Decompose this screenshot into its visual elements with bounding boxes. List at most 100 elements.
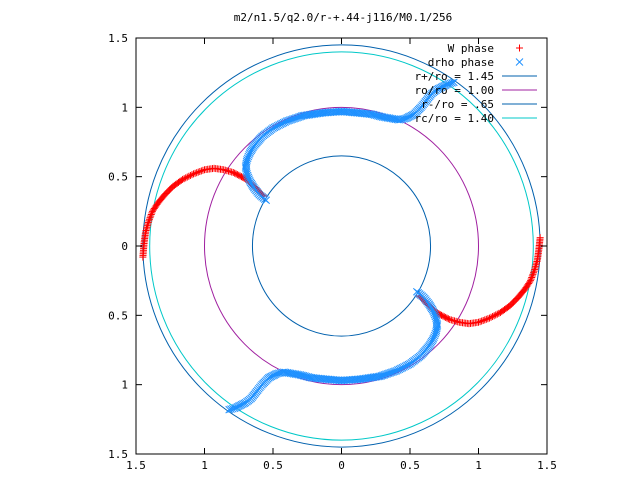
point (186, 171, 194, 179)
point (498, 308, 506, 316)
legend-label: r-/ro = .65 (421, 98, 494, 111)
point (375, 112, 384, 121)
circle-1 (204, 106, 479, 386)
point (367, 110, 376, 119)
x-tick-label: 1.5 (126, 459, 146, 472)
point (495, 309, 503, 317)
point (449, 78, 458, 87)
y-tick-label: 1.5 (108, 448, 128, 461)
point (496, 309, 504, 317)
x-tick-label: 0 (338, 459, 345, 472)
y-tick-label: 0.5 (108, 171, 128, 184)
point (529, 269, 537, 277)
x-tick-label: 1 (201, 459, 208, 472)
x-tick-label: 0.5 (400, 459, 420, 472)
point (302, 372, 311, 381)
point (297, 112, 306, 121)
point (528, 272, 536, 280)
point (448, 78, 456, 87)
point (530, 267, 538, 275)
legend-label: W phase (448, 42, 494, 55)
point (301, 372, 309, 381)
point (148, 209, 156, 217)
legend-label: r+/ro = 1.45 (415, 70, 494, 83)
point (299, 371, 308, 380)
point (490, 312, 498, 320)
point (304, 373, 313, 381)
point (476, 318, 484, 326)
point (307, 373, 316, 382)
point (227, 405, 235, 414)
point (366, 110, 374, 118)
point (305, 373, 314, 382)
point (182, 174, 190, 182)
point (147, 212, 155, 220)
x-tick-label: 1.5 (537, 459, 557, 472)
point (196, 168, 204, 176)
point (177, 176, 185, 184)
point (485, 314, 493, 322)
point (370, 111, 379, 119)
point (374, 111, 382, 120)
circle-3 (149, 51, 534, 441)
chart-title: m2/n1.5/q2.0/r-+.44-j116/M0.1/256 (234, 11, 453, 24)
point (479, 316, 487, 324)
point (180, 175, 188, 183)
point (225, 405, 234, 414)
point (144, 218, 152, 226)
y-tick-label: 1.5 (108, 32, 128, 45)
x-tick-label: 0.5 (263, 459, 283, 472)
circle-0 (142, 44, 541, 448)
point (484, 315, 492, 323)
point (372, 111, 381, 120)
point (190, 170, 198, 178)
legend-label: ro/ro = 1.00 (415, 84, 494, 97)
series-0 (139, 164, 544, 328)
point (179, 175, 187, 183)
point (199, 166, 207, 174)
point (377, 112, 385, 121)
point (492, 311, 500, 319)
legend-label: drho phase (428, 56, 494, 69)
point (527, 275, 535, 283)
point (369, 110, 378, 119)
point (528, 273, 536, 281)
legend-swatch (516, 44, 523, 52)
point (481, 316, 489, 324)
point (191, 169, 199, 177)
axis-ticks: 1.5 1 0.5 0 0.5 1 1.51.510.500.511.5 (108, 32, 557, 472)
point (147, 211, 155, 219)
point (529, 270, 537, 278)
point (489, 313, 497, 321)
point (531, 266, 539, 274)
point (146, 215, 154, 223)
y-tick-label: 0.5 (108, 309, 128, 322)
point (194, 168, 202, 176)
point (377, 371, 386, 380)
y-tick-label: 1 (121, 379, 128, 392)
y-tick-label: 1 (121, 101, 128, 114)
point (193, 169, 201, 177)
series-1 (225, 78, 458, 414)
point (197, 167, 205, 175)
y-tick-label: 0 (121, 240, 128, 253)
data-series (139, 78, 544, 414)
point (185, 172, 193, 180)
point (146, 214, 154, 222)
point (487, 313, 495, 321)
circle-2 (251, 155, 432, 337)
point (188, 171, 196, 179)
point (493, 310, 501, 318)
point (482, 315, 490, 323)
reference-circles (142, 44, 541, 448)
point (145, 217, 153, 225)
point (478, 317, 486, 325)
point (183, 173, 191, 181)
x-tick-label: 1 (475, 459, 482, 472)
point (298, 371, 306, 380)
point (309, 374, 317, 382)
legend-label: rc/ro = 1.40 (415, 112, 494, 125)
